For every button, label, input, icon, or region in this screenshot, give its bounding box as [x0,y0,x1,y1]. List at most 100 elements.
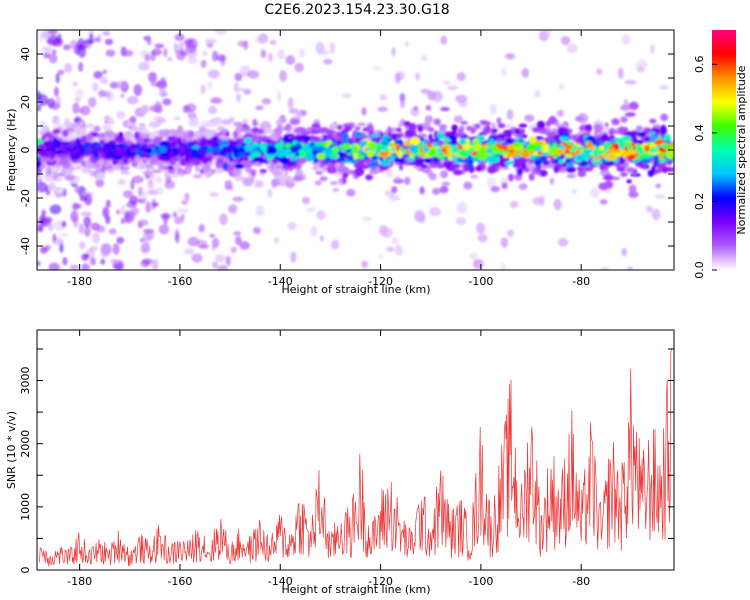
heatmap-cell [403,121,411,127]
heatmap-cell [341,176,347,184]
heatmap-cell [47,30,58,35]
heatmap-cell [341,132,349,140]
heatmap-cell [296,111,302,119]
heatmap-cell [174,232,180,244]
heatmap-cell [195,148,206,153]
heatmap-cell [41,209,46,218]
heatmap-cell [48,182,56,191]
heatmap-cell [286,157,292,165]
heatmap-cell [518,148,524,153]
heatmap-cell [557,109,564,117]
heatmap-cell [618,157,626,165]
heatmap-cell [99,76,109,85]
heatmap-cell [80,211,93,217]
heatmap-cell [312,166,320,171]
heatmap-cell [486,176,497,189]
heatmap-cell [208,105,218,115]
heatmap-cell [415,158,426,163]
heatmap-cell [541,144,551,153]
heatmap-cell [228,204,238,214]
heatmap-cell [112,243,120,255]
heatmap-cell [636,66,645,73]
heatmap-cell [317,49,330,56]
spectrogram-x-tick-label: -80 [572,275,590,288]
heatmap-cell [379,150,390,156]
heatmap-cell [391,46,396,57]
heatmap-cell [319,235,324,242]
heatmap-cell [282,135,290,143]
snr-panel: -180 -160 -140 -120 -100 -80 0 1000 2000 3000 He… [5,329,675,596]
heatmap-cell [252,118,258,127]
heatmap-cell [147,182,155,189]
heatmap-cell [142,233,149,244]
heatmap-cell [95,178,105,188]
heatmap-cell [120,204,126,216]
snr-y-tick-label: 1000 [19,493,32,521]
heatmap-cell [44,216,53,223]
heatmap-cell [72,81,78,87]
heatmap-cell [142,170,153,175]
heatmap-cell [83,39,94,45]
heatmap-cell [289,145,300,153]
heatmap-cell [129,195,139,205]
heatmap-cell [264,127,273,134]
heatmap-cell [58,154,69,158]
heatmap-cell [490,186,501,193]
heatmap-cell [603,160,615,166]
heatmap-cell [53,86,59,97]
heatmap-cell [78,107,84,114]
heatmap-cell [69,140,77,146]
heatmap-cell [147,71,158,83]
heatmap-cell [323,58,333,65]
heatmap-cell [293,175,304,182]
heatmap-cell [414,210,426,223]
heatmap-cell [456,72,466,82]
heatmap-cell [613,143,620,151]
heatmap-cell [359,140,369,146]
heatmap-cell [162,98,172,106]
heatmap-cell [69,264,79,270]
heatmap-cell [124,209,136,222]
heatmap-cell [186,142,191,148]
heatmap-cell [200,84,206,94]
heatmap-cell [314,180,322,186]
heatmap-cell [408,122,417,131]
heatmap-cell [326,165,337,174]
heatmap-cell [136,150,143,156]
heatmap-cell [60,141,69,146]
heatmap-cell [61,220,67,228]
heatmap-cell [255,205,265,217]
heatmap-cell [560,136,570,143]
heatmap-cell [62,188,67,197]
heatmap-cell [506,144,515,151]
heatmap-cell [627,144,633,151]
heatmap-cell [211,237,220,249]
heatmap-cell [69,39,78,49]
heatmap-cell [542,160,550,166]
heatmap-cell [475,135,486,141]
colorbar: 0.0 0.2 0.4 0.6 Normalized spectral amplitu… [693,30,748,279]
heatmap-cell [131,175,144,184]
heatmap-cell [63,63,73,73]
heatmap-cell [211,50,219,62]
heatmap-cell [627,266,634,270]
heatmap-cell [655,183,661,189]
heatmap-cell [489,104,497,115]
heatmap-cell [260,49,267,59]
heatmap-cell [266,146,278,155]
heatmap-cell [156,187,164,195]
heatmap-cell [294,62,304,73]
heatmap-cell [277,49,285,60]
heatmap-cell [205,38,217,45]
heatmap-cell [329,42,336,55]
heatmap-cell [45,177,55,182]
heatmap-cell [620,171,628,177]
heatmap-cell [228,143,236,149]
heatmap-cell [500,237,509,248]
heatmap-cell [163,172,169,178]
heatmap-cell [604,180,614,189]
heatmap-cell [83,142,90,150]
heatmap-cell [506,109,514,121]
heatmap-cell [426,143,433,148]
snr-y-tick-label: 2000 [19,430,32,458]
